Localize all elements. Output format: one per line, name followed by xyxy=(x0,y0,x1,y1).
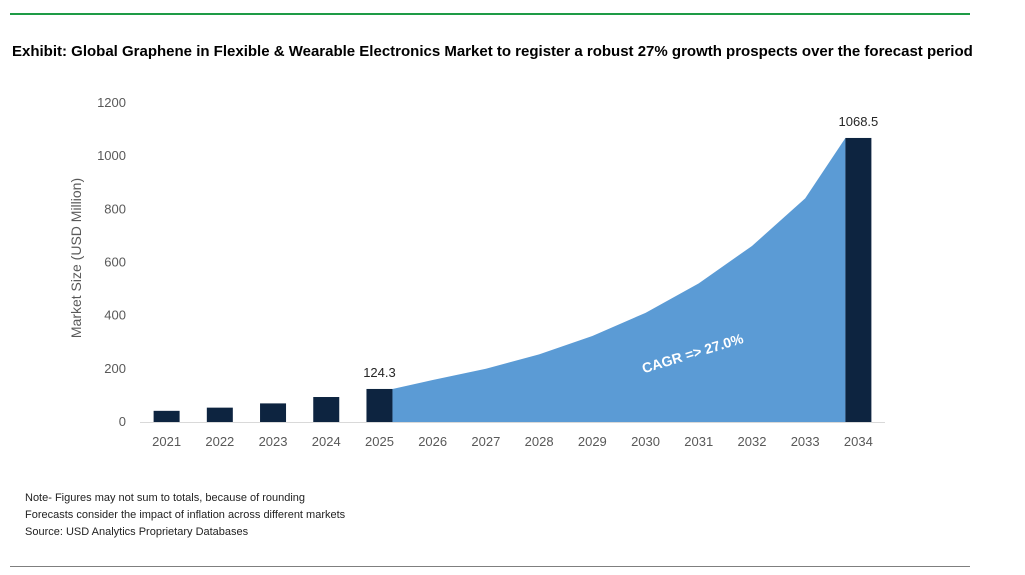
bar-2025 xyxy=(366,388,393,422)
note-inflation: Forecasts consider the impact of inflati… xyxy=(25,509,346,521)
bar-2021 xyxy=(153,410,180,422)
note-rounding: Note- Figures may not sum to totals, bec… xyxy=(25,492,306,504)
top-rule xyxy=(10,13,970,15)
x-tick-label: 2025 xyxy=(365,434,394,449)
y-tick-label: 0 xyxy=(119,414,126,429)
note-source: Source: USD Analytics Proprietary Databa… xyxy=(25,526,249,538)
forecast-area-layer xyxy=(392,137,846,422)
y-tick-label: 600 xyxy=(104,255,126,270)
bar-2034 xyxy=(845,137,872,422)
y-tick-label: 800 xyxy=(104,201,126,216)
x-tick-label: 2023 xyxy=(259,434,288,449)
page-title: Exhibit: Global Graphene in Flexible & W… xyxy=(12,43,973,60)
bar-2023 xyxy=(260,403,287,422)
x-tick-label: 2032 xyxy=(738,434,767,449)
x-tick-label: 2031 xyxy=(684,434,713,449)
data-label-2034: 1068.5 xyxy=(839,114,879,129)
y-tick-label: 200 xyxy=(104,361,126,376)
data-label-2025: 124.3 xyxy=(363,365,396,380)
x-tick-label: 2028 xyxy=(525,434,554,449)
y-axis: 0 200 400 600 800 1000 1200 xyxy=(97,95,126,429)
x-tick-label: 2024 xyxy=(312,434,341,449)
x-tick-label: 2030 xyxy=(631,434,660,449)
x-tick-label: 2022 xyxy=(205,434,234,449)
y-axis-label: Market Size (USD Million) xyxy=(68,178,84,338)
y-tick-label: 400 xyxy=(104,308,126,323)
x-axis: 2021 2022 2023 2024 2025 2026 2027 2028 2029 2030… xyxy=(140,422,885,449)
x-tick-label: 2029 xyxy=(578,434,607,449)
data-labels-layer: 124.3 1068.5 xyxy=(363,114,878,380)
x-tick-label: 2034 xyxy=(844,434,873,449)
y-tick-label: 1200 xyxy=(97,95,126,110)
x-tick-label: 2021 xyxy=(152,434,181,449)
y-tick-label: 1000 xyxy=(97,148,126,163)
forecast-area xyxy=(392,137,846,422)
bar-2022 xyxy=(206,407,233,422)
bar-layer xyxy=(153,137,872,422)
bottom-rule xyxy=(10,566,970,567)
x-tick-label: 2033 xyxy=(791,434,820,449)
x-tick-label: 2026 xyxy=(418,434,447,449)
x-tick-label: 2027 xyxy=(471,434,500,449)
footnotes: Note- Figures may not sum to totals, bec… xyxy=(25,490,345,541)
bar-2024 xyxy=(313,397,340,422)
